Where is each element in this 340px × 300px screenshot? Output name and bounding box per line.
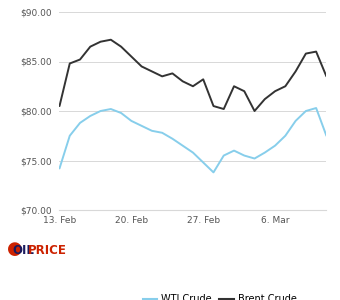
Text: PRICE: PRICE [28, 244, 67, 256]
Text: ●: ● [7, 239, 22, 257]
Text: OIL: OIL [12, 244, 34, 256]
Legend: WTI Crude, Brent Crude: WTI Crude, Brent Crude [139, 290, 301, 300]
